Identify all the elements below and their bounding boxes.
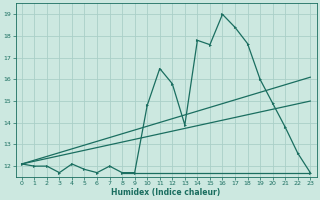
X-axis label: Humidex (Indice chaleur): Humidex (Indice chaleur) — [111, 188, 221, 197]
